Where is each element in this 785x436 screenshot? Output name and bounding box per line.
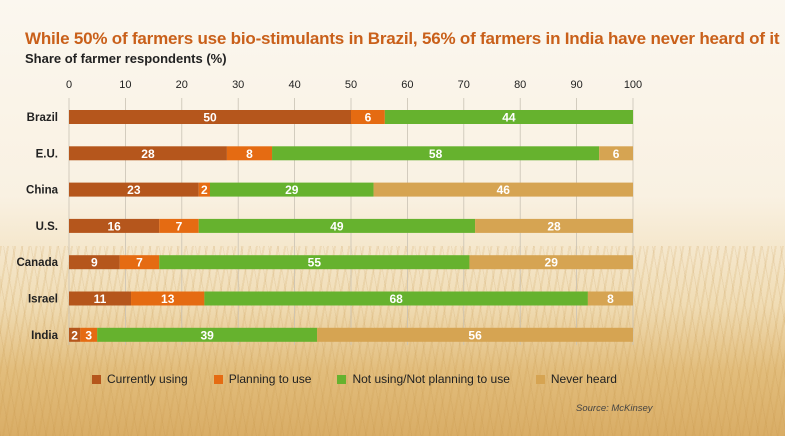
x-tick-label: 20 [176,79,188,91]
legend-swatch [535,374,545,384]
bar-segment [198,182,210,197]
x-tick-label: 70 [458,79,470,91]
legend-label: Currently using [107,372,188,386]
legend-label: Never heard [550,372,617,386]
data-label: 28 [141,147,155,161]
bar-segment [69,291,132,306]
bar-segment [119,255,160,270]
bar-segment [599,146,633,161]
source-note: Source: McKinsey [576,403,653,414]
category-label: U.S. [36,221,58,233]
legend-item: Not using/Not planning to use [337,372,510,386]
bar-segment [373,182,633,197]
data-label: 9 [91,256,98,270]
data-label: 56 [468,328,482,342]
x-tick-label: 90 [570,79,582,91]
data-label: 58 [429,147,443,161]
data-label: 13 [161,292,175,306]
data-label: 8 [607,292,614,306]
data-label: 6 [613,147,620,161]
x-tick-label: 40 [288,79,300,91]
x-tick-label: 60 [401,79,413,91]
data-label: 7 [176,219,183,233]
bar-segment [475,218,633,233]
data-label: 16 [107,219,121,233]
bar-segment [587,291,633,306]
category-label: Israel [28,294,58,306]
bar-segment [80,327,98,342]
x-tick-label: 100 [624,79,642,91]
data-label: 7 [136,256,143,270]
data-label: 55 [308,256,322,270]
data-label: 68 [389,292,403,306]
bar-segment [469,255,633,270]
x-tick-label: 80 [514,79,526,91]
data-label: 46 [497,183,511,197]
bar-segment [204,291,588,306]
data-label: 23 [127,183,141,197]
category-label: E.U. [36,148,58,160]
bar-segment [317,327,633,342]
data-label: 6 [365,111,372,125]
legend-label: Not using/Not planning to use [352,372,510,386]
bar-segment [272,146,600,161]
bar-segment [131,291,205,306]
bar-segment [351,110,385,124]
category-label: India [31,330,58,342]
data-label: 3 [85,328,92,342]
legend-swatch [337,374,347,384]
legend-item: Planning to use [213,372,312,386]
legend-swatch [213,374,223,384]
data-label: 50 [203,111,217,125]
legend-swatch [92,374,101,384]
bar-segment [69,255,120,270]
x-tick-label: 50 [345,79,357,91]
chart-title: While 50% of farmers use bio-stimulants … [25,29,780,48]
data-label: 44 [502,111,516,125]
data-label: 29 [285,183,299,197]
data-label: 11 [94,292,107,306]
bar-segment [210,182,374,197]
bar-segment [159,255,470,270]
category-label: China [26,185,59,197]
bar-segment [384,110,633,124]
legend-item: Currently using [92,372,188,386]
x-tick-label: 10 [119,79,131,91]
bar-segment [159,218,199,233]
x-tick-label: 30 [232,79,244,91]
legend-item: Never heard [535,372,617,386]
category-label: Brazil [27,112,58,124]
chart-subtitle: Share of farmer respondents (%) [25,51,227,66]
bar-segment [69,218,160,233]
data-label: 28 [547,219,561,233]
legend-label: Planning to use [228,372,312,386]
data-label: 2 [201,183,208,197]
bar-segment [226,146,273,161]
bar-segment [97,327,318,342]
bar-segment [69,182,199,197]
data-label: 39 [201,328,215,342]
chart-legend: Currently using Planning to use Not using/… [92,372,643,386]
bar-segment [69,146,227,161]
x-tick-label: 0 [66,79,72,91]
category-label: Canada [16,257,58,269]
data-label: 8 [246,147,253,161]
bar-segment [69,327,81,342]
data-label: 49 [330,219,344,233]
bar-segment [198,218,476,233]
data-label: 2 [71,328,78,342]
bar-segment [69,110,351,124]
data-label: 29 [545,256,559,270]
